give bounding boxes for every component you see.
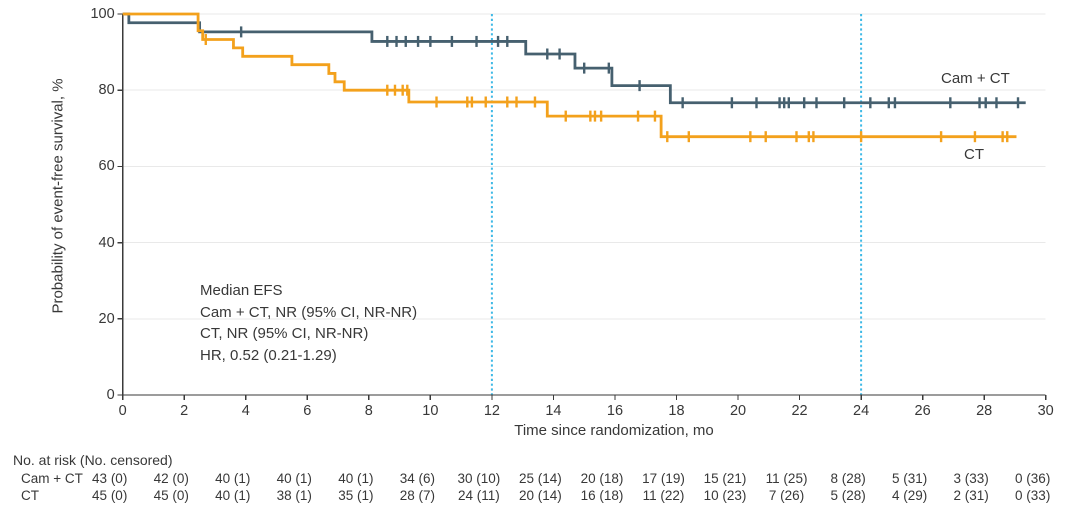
x-tick-label: 24: [853, 403, 870, 419]
risk-cell: 24 (11): [458, 488, 500, 503]
risk-cell: 5 (28): [830, 488, 866, 503]
risk-cell: 17 (19): [642, 471, 685, 486]
x-tick-label: 2: [180, 403, 189, 419]
risk-cell: 43 (0): [92, 471, 128, 486]
risk-cell: 11 (25): [765, 471, 808, 486]
annotation-line: Cam + CT, NR (95% CI, NR-NR): [200, 303, 418, 321]
risk-cell: 4 (29): [891, 488, 928, 503]
x-tick-label: 10: [422, 403, 439, 419]
risk-cell: 20 (14): [519, 488, 562, 503]
x-tick-label: 14: [545, 403, 562, 419]
y-tick-label: 0: [106, 387, 115, 403]
series-label-cam-ct: Cam + CT: [941, 70, 1010, 87]
annotation-line: HR, 0.52 (0.21-1.29): [200, 346, 337, 364]
y-tick-label: 60: [98, 158, 115, 175]
risk-cell: 16 (18): [580, 488, 624, 503]
risk-cell: 11 (22): [642, 488, 685, 503]
risk-cell: 34 (6): [399, 471, 435, 486]
x-tick-label: 26: [914, 403, 931, 419]
x-tick-label: 4: [241, 403, 250, 419]
risk-cell: 42 (0): [153, 471, 189, 486]
x-tick-label: 16: [606, 403, 624, 419]
y-tick-label: 80: [98, 82, 115, 99]
x-tick-label: 8: [364, 403, 373, 419]
x-tick-label: 0: [118, 403, 127, 419]
risk-cell: 10 (23): [703, 488, 747, 503]
risk-cell: 40 (1): [276, 471, 312, 486]
risk-cell: 40 (1): [215, 471, 251, 486]
x-axis-title: Time since randomization, mo: [514, 422, 714, 439]
risk-cell: 30 (10): [457, 471, 501, 486]
risk-cell: 8 (28): [830, 471, 866, 486]
risk-cell: 2 (31): [953, 488, 989, 503]
risk-cell: 0 (33): [1015, 488, 1051, 503]
risk-cell: 5 (31): [891, 471, 928, 486]
median-efs-annotation: Median EFS Cam + CT, NR (95% CI, NR-NR) CT…: [200, 280, 417, 366]
risk-cell: 0 (36): [1015, 471, 1051, 486]
x-tick-label: 30: [1037, 403, 1054, 419]
risk-table-header: No. at risk (No. censored): [13, 452, 173, 468]
risk-cell: 15 (21): [703, 471, 747, 486]
x-tick-label: 18: [668, 403, 685, 419]
y-tick-label: 40: [98, 234, 115, 251]
risk-row-label: CT: [21, 488, 39, 503]
risk-cell: 35 (1): [338, 488, 374, 503]
risk-cell: 45 (0): [92, 488, 128, 503]
x-tick-label: 12: [483, 403, 500, 419]
risk-cell: 20 (18): [580, 471, 624, 486]
risk-cell: 40 (1): [215, 488, 251, 503]
risk-cell: 40 (1): [338, 471, 374, 486]
y-tick-label: 20: [98, 310, 115, 327]
x-tick-label: 28: [976, 403, 993, 419]
risk-cell: 3 (33): [953, 471, 989, 486]
y-axis-title: Probability of event-free survival, %: [49, 78, 67, 314]
x-tick-label: 20: [729, 403, 747, 419]
x-tick-label: 22: [791, 403, 808, 419]
series-label-ct: CT: [964, 146, 984, 163]
risk-cell: 38 (1): [276, 488, 312, 503]
annotation-line: CT, NR (95% CI, NR-NR): [200, 325, 369, 342]
risk-row-label: Cam + CT: [21, 471, 83, 486]
y-tick-label: 100: [90, 6, 115, 22]
annotation-line: Median EFS: [200, 282, 283, 299]
risk-cell: 28 (7): [399, 488, 435, 503]
risk-cell: 45 (0): [153, 488, 189, 503]
risk-cell: 7 (26): [768, 488, 805, 503]
risk-cell: 25 (14): [519, 471, 562, 486]
x-tick-label: 6: [303, 403, 312, 419]
